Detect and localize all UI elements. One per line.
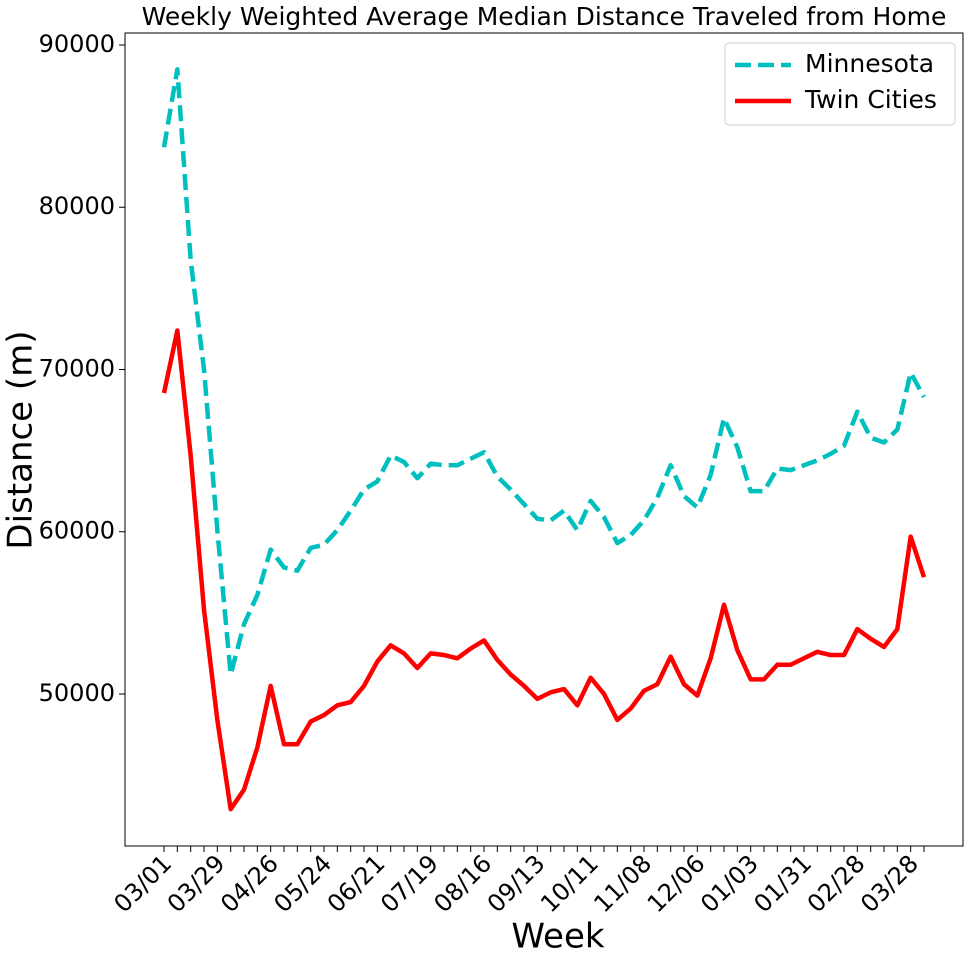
series-line bbox=[161, 328, 927, 812]
x-axis-label: Week bbox=[511, 917, 604, 957]
y-tick-label: 60000 bbox=[39, 517, 115, 545]
y-tick-label: 80000 bbox=[39, 192, 115, 220]
legend: Minnesota Twin Cities bbox=[724, 42, 956, 126]
legend-label: Twin Cities bbox=[804, 85, 937, 114]
y-tick-label: 50000 bbox=[39, 679, 115, 707]
legend-label: Minnesota bbox=[805, 49, 934, 78]
y-tick-label: 70000 bbox=[39, 354, 115, 382]
y-tick-label: 90000 bbox=[39, 30, 115, 58]
chart-title: Weekly Weighted Average Median Distance … bbox=[142, 2, 947, 31]
y-axis-label: Distance (m) bbox=[1, 330, 41, 549]
plot-frame bbox=[124, 32, 964, 847]
series-line bbox=[161, 67, 926, 677]
